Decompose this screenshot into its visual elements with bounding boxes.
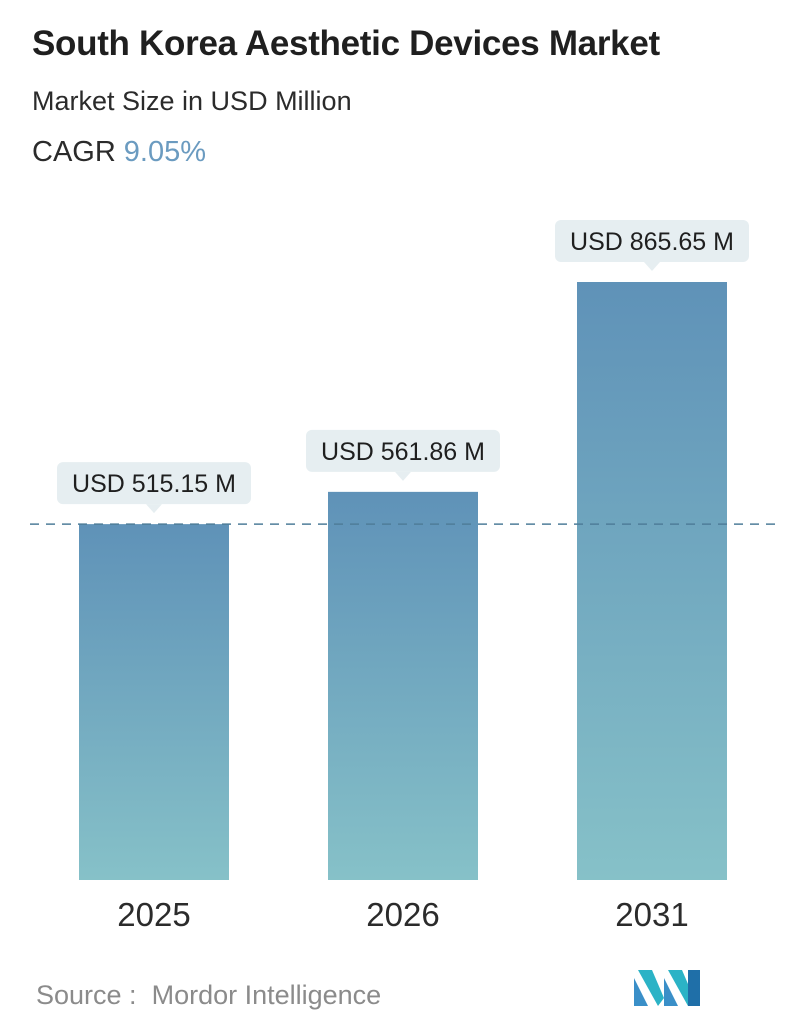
cagr-line: CAGR 9.05% [32, 136, 206, 169]
chart-subtitle: Market Size in USD Million [32, 86, 352, 116]
data-label-bg [555, 220, 749, 262]
x-tick-label: 2031 [615, 896, 688, 933]
bar-chart: 2025 USD 515.15 M 2026 USD 561.86 M 2031 USD … [30, 220, 780, 933]
data-label-pointer [644, 262, 660, 271]
x-tick-label: 2025 [117, 896, 190, 933]
source-name: Mordor Intelligence [151, 980, 382, 1010]
chart-title: South Korea Aesthetic Devices Market [32, 24, 660, 63]
data-label-2026: USD 561.86 M [306, 429, 500, 481]
data-label-text: USD 515.15 M [72, 470, 236, 498]
mordor-intelligence-logo-icon [634, 970, 700, 1006]
data-label-2025: USD 515.15 M [57, 462, 251, 514]
source-text: Source : Mordor Intelligence [36, 980, 381, 1011]
cagr-value: 9.05% [123, 136, 207, 168]
labels-layer: 2025 USD 515.15 M 2026 USD 561.86 M 2031 USD … [57, 220, 749, 933]
data-label-bg [306, 429, 500, 472]
bar-2026 [328, 491, 478, 880]
bars-layer [79, 282, 727, 880]
data-label-bg [57, 462, 251, 505]
data-label-text: USD 865.65 M [570, 228, 734, 256]
data-label-text: USD 561.86 M [321, 438, 485, 466]
cagr-label: CAGR [32, 136, 116, 168]
bar-2025 [79, 524, 229, 880]
x-tick-label: 2026 [366, 896, 439, 933]
source-label: Source : [36, 980, 137, 1010]
bar-2031 [577, 282, 727, 880]
data-label-pointer [146, 504, 162, 514]
data-label-2031: USD 865.65 M [555, 220, 749, 271]
data-label-pointer [395, 471, 411, 481]
